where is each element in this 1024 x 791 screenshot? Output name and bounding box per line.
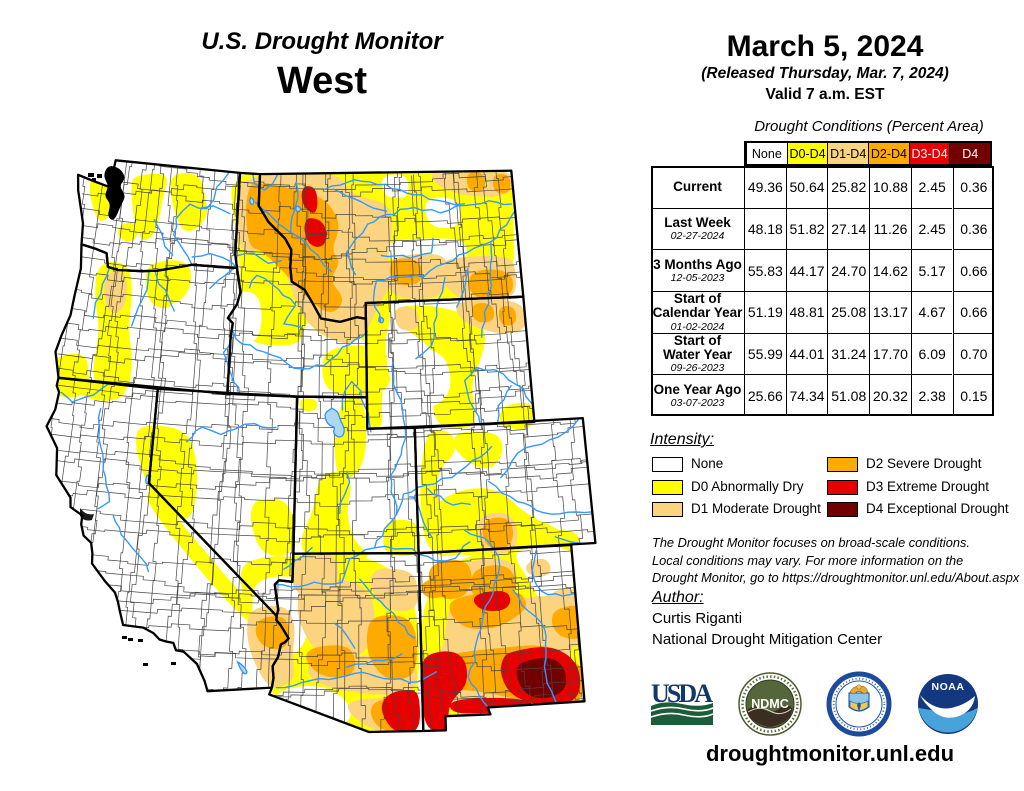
svg-text:NOAA: NOAA <box>932 681 965 693</box>
svg-text:NDMC: NDMC <box>751 697 789 711</box>
